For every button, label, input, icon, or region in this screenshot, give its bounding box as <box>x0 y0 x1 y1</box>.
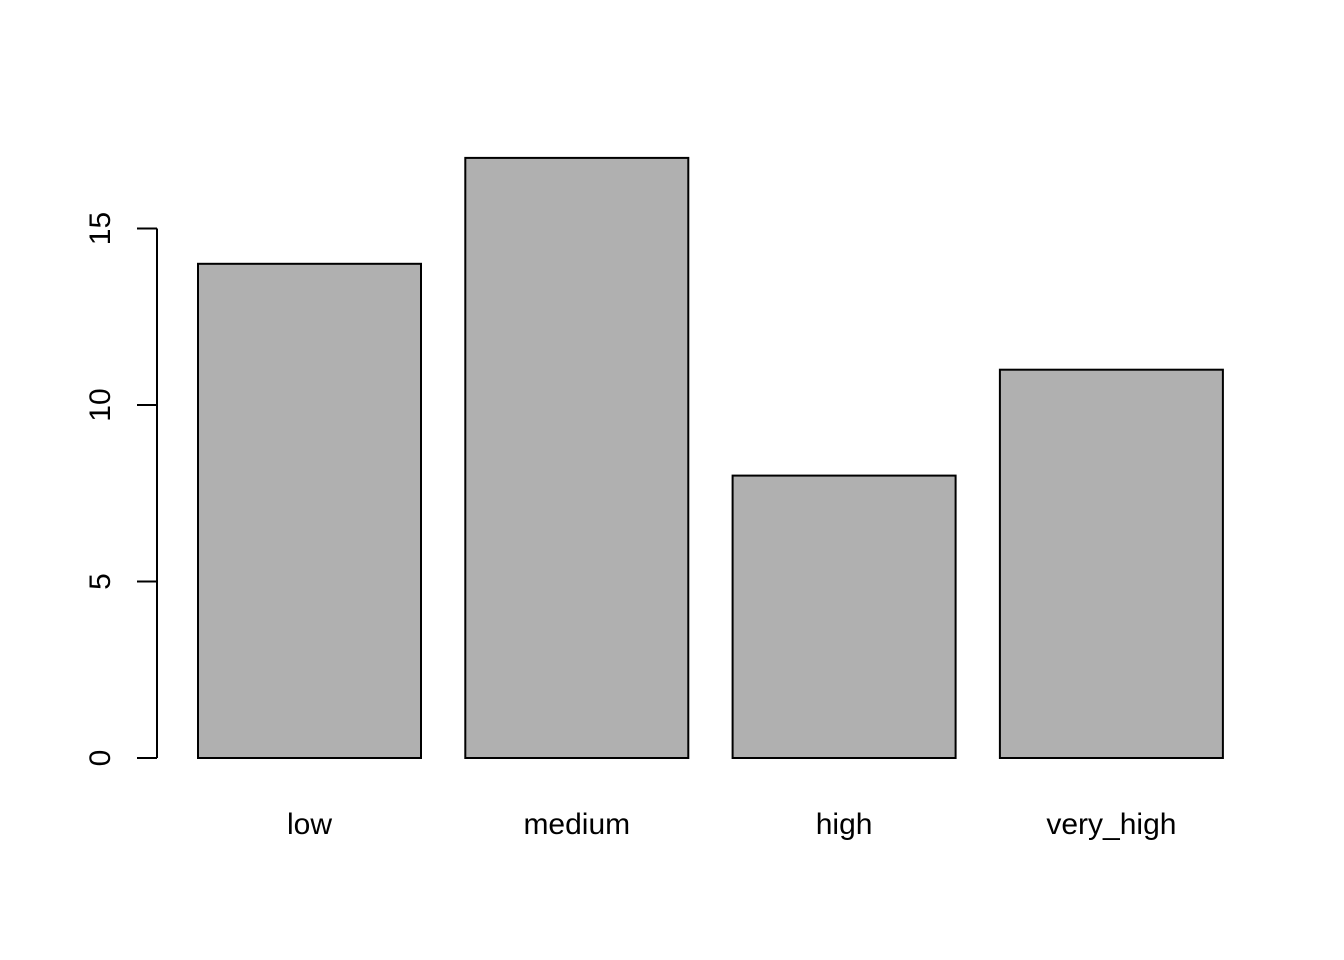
bar-medium <box>464 156 690 759</box>
x-tick-label-high: high <box>816 808 873 841</box>
y-axis: 0 5 10 15 <box>84 212 158 767</box>
x-tick-label-low: low <box>287 808 332 841</box>
y-tick-label: 5 <box>84 573 117 590</box>
bar-very_high <box>998 368 1224 759</box>
y-ticks-group: 0 5 10 15 <box>84 212 157 767</box>
bar-low <box>197 262 422 759</box>
y-tick-label: 0 <box>84 750 117 767</box>
x-labels-group: low medium high very_high <box>287 808 1176 841</box>
bar-high <box>731 474 957 759</box>
y-tick-label: 10 <box>84 388 117 421</box>
x-tick-label-very_high: very_high <box>1046 808 1176 841</box>
bars-group <box>197 156 1224 759</box>
y-tick-label: 15 <box>84 212 117 245</box>
x-tick-label-medium: medium <box>523 808 630 841</box>
